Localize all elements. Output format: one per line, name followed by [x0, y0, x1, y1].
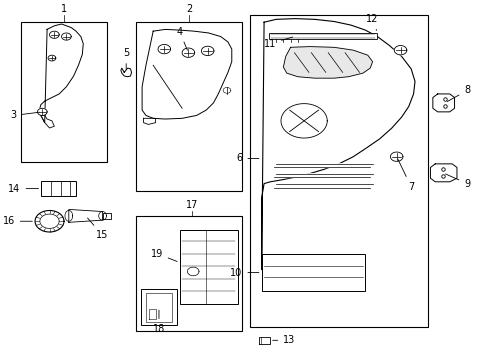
Bar — [41, 181, 76, 196]
Bar — [268, 33, 377, 40]
Polygon shape — [148, 309, 155, 319]
Polygon shape — [182, 48, 194, 57]
Text: 9: 9 — [445, 174, 469, 189]
Text: 19: 19 — [150, 248, 177, 261]
Polygon shape — [201, 46, 214, 55]
Text: 18: 18 — [153, 310, 165, 334]
Bar — [136, 22, 242, 191]
Polygon shape — [121, 68, 131, 77]
Polygon shape — [48, 55, 56, 61]
Text: 14: 14 — [8, 184, 39, 194]
Text: 15: 15 — [87, 218, 108, 240]
Text: 1: 1 — [61, 4, 67, 14]
Text: 4: 4 — [176, 27, 187, 50]
Bar — [261, 253, 365, 291]
Text: 6: 6 — [236, 153, 258, 163]
Text: 10: 10 — [230, 267, 258, 278]
Bar — [249, 15, 427, 327]
Text: 11: 11 — [264, 37, 292, 49]
Polygon shape — [143, 118, 155, 125]
Bar — [180, 230, 237, 304]
Text: 13: 13 — [272, 335, 295, 345]
Text: 8: 8 — [447, 85, 469, 102]
Polygon shape — [35, 211, 64, 232]
Text: 5: 5 — [123, 48, 129, 69]
Polygon shape — [273, 174, 372, 177]
Bar — [141, 289, 177, 325]
Bar — [136, 216, 242, 330]
Polygon shape — [69, 210, 102, 222]
Polygon shape — [40, 24, 83, 123]
Bar — [20, 22, 107, 162]
Polygon shape — [283, 46, 372, 78]
Polygon shape — [281, 104, 326, 138]
Text: 16: 16 — [2, 216, 32, 226]
Polygon shape — [38, 108, 47, 116]
Polygon shape — [393, 45, 406, 55]
Text: 7: 7 — [397, 159, 413, 192]
Polygon shape — [102, 213, 111, 219]
Polygon shape — [273, 164, 372, 167]
Text: 3: 3 — [11, 111, 40, 121]
Polygon shape — [389, 152, 402, 161]
Text: 12: 12 — [366, 14, 378, 30]
Polygon shape — [49, 31, 59, 39]
Polygon shape — [158, 44, 170, 54]
Polygon shape — [259, 337, 269, 344]
Text: 2: 2 — [186, 4, 192, 14]
Bar — [145, 293, 172, 321]
Polygon shape — [142, 30, 231, 119]
Polygon shape — [61, 33, 71, 40]
Polygon shape — [273, 184, 372, 188]
Polygon shape — [432, 94, 454, 112]
Text: 17: 17 — [185, 201, 198, 211]
Polygon shape — [429, 164, 456, 182]
Polygon shape — [261, 19, 414, 270]
